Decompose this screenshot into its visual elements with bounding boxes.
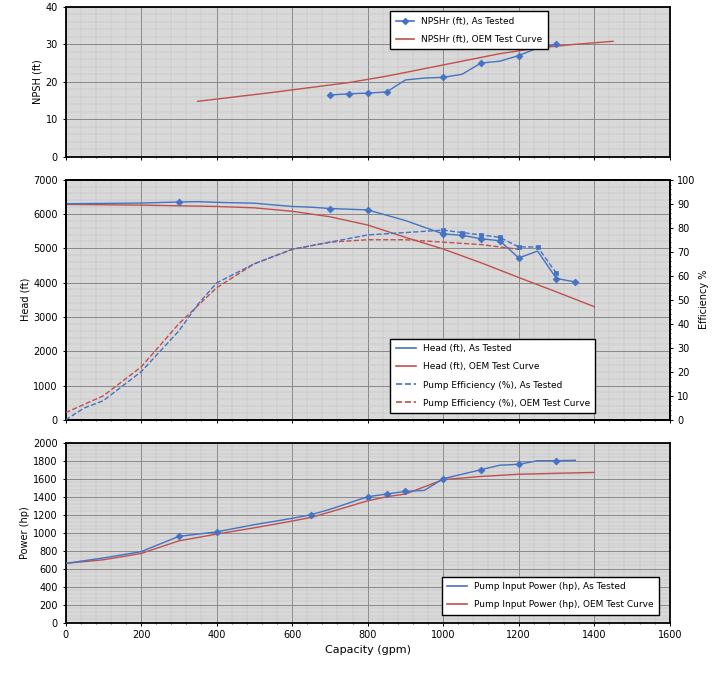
Legend: Head (ft), As Tested, Head (ft), OEM Test Curve, Pump Efficiency (%), As Tested,: Head (ft), As Tested, Head (ft), OEM Tes…	[390, 339, 596, 413]
X-axis label: Capacity (gpm): Capacity (gpm)	[325, 645, 411, 655]
Y-axis label: Head (ft): Head (ft)	[20, 278, 31, 322]
Legend: Pump Input Power (hp), As Tested, Pump Input Power (hp), OEM Test Curve: Pump Input Power (hp), As Tested, Pump I…	[442, 577, 659, 615]
Y-axis label: NPSH (ft): NPSH (ft)	[33, 60, 43, 104]
Y-axis label: Efficiency %: Efficiency %	[699, 270, 708, 330]
Y-axis label: Power (hp): Power (hp)	[20, 506, 31, 559]
Legend: NPSHr (ft), As Tested, NPSHr (ft), OEM Test Curve: NPSHr (ft), As Tested, NPSHr (ft), OEM T…	[390, 12, 547, 49]
